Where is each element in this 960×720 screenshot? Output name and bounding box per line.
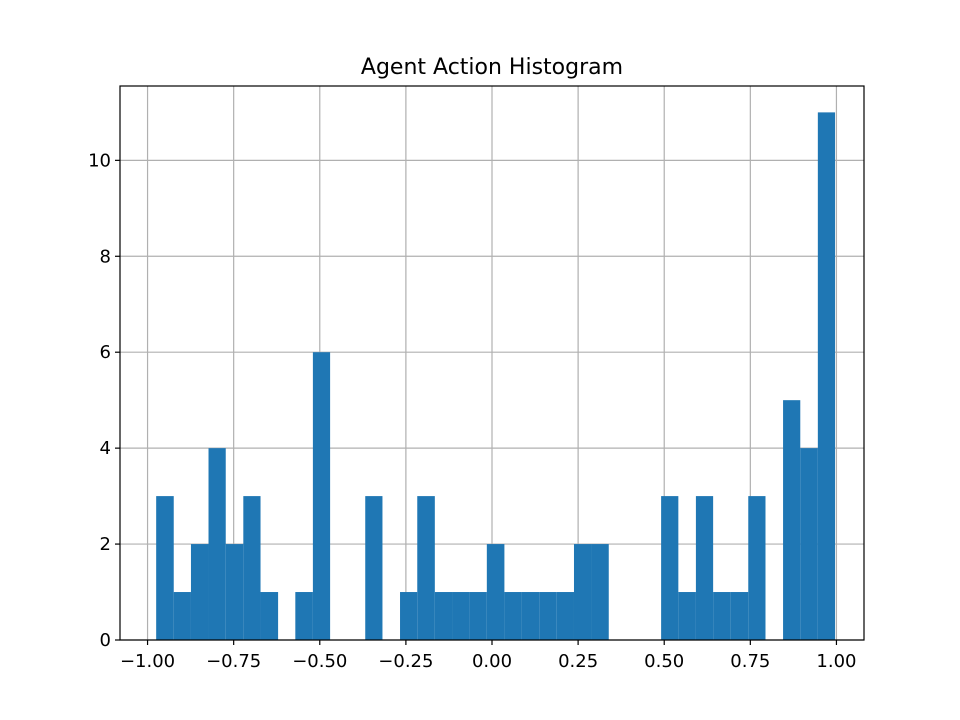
histogram-bar [225,544,244,640]
histogram-bar [800,448,818,640]
histogram-bar [591,544,609,640]
y-tick-label: 6 [100,342,111,363]
y-tick-label: 2 [100,534,111,555]
y-axis-ticks: 0 2 4 6 8 10 [88,150,120,651]
histogram-bars [156,112,836,640]
x-tick-label: −0.25 [378,651,433,672]
y-tick-label: 8 [100,246,111,267]
histogram-bar [695,496,714,640]
x-axis-ticks: −1.00 −0.75 −0.50 −0.25 0.00 0.25 0.50 0.75 1.00 [120,640,856,672]
histogram-bar [573,544,592,640]
histogram-bar [504,592,522,640]
histogram-bar [539,592,557,640]
x-tick-label: −1.00 [120,651,175,672]
histogram-bar [312,352,331,640]
histogram-bar [783,400,801,640]
histogram-bar [173,592,191,640]
histogram-bar [400,592,418,640]
x-tick-label: −0.50 [292,651,347,672]
histogram-bar [713,592,731,640]
histogram-bar [452,592,470,640]
x-tick-label: 0.75 [730,651,770,672]
histogram-bar [417,496,435,640]
histogram-bar [260,592,279,640]
histogram-bar [556,592,574,640]
x-tick-label: 0.00 [472,651,512,672]
histogram-bar [243,496,261,640]
histogram-bar [156,496,174,640]
x-tick-label: 1.00 [816,651,856,672]
histogram-bar [817,112,836,640]
histogram-bar [190,544,209,640]
histogram-bar [434,592,453,640]
histogram-bar [661,496,679,640]
x-tick-label: 0.50 [644,651,684,672]
histogram-bar [208,448,226,640]
histogram-bar [486,544,505,640]
histogram-bar [748,496,766,640]
y-tick-label: 4 [100,438,111,459]
y-tick-label: 10 [88,150,111,171]
y-tick-label: 0 [100,630,111,651]
histogram-bar [469,592,487,640]
histogram-bar [295,592,313,640]
chart-title: Agent Action Histogram [361,55,623,80]
x-tick-label: −0.75 [206,651,261,672]
x-tick-label: 0.25 [558,651,598,672]
histogram-bar [521,592,540,640]
histogram-bar [365,496,383,640]
histogram-bar [678,592,696,640]
histogram-bar [730,592,749,640]
